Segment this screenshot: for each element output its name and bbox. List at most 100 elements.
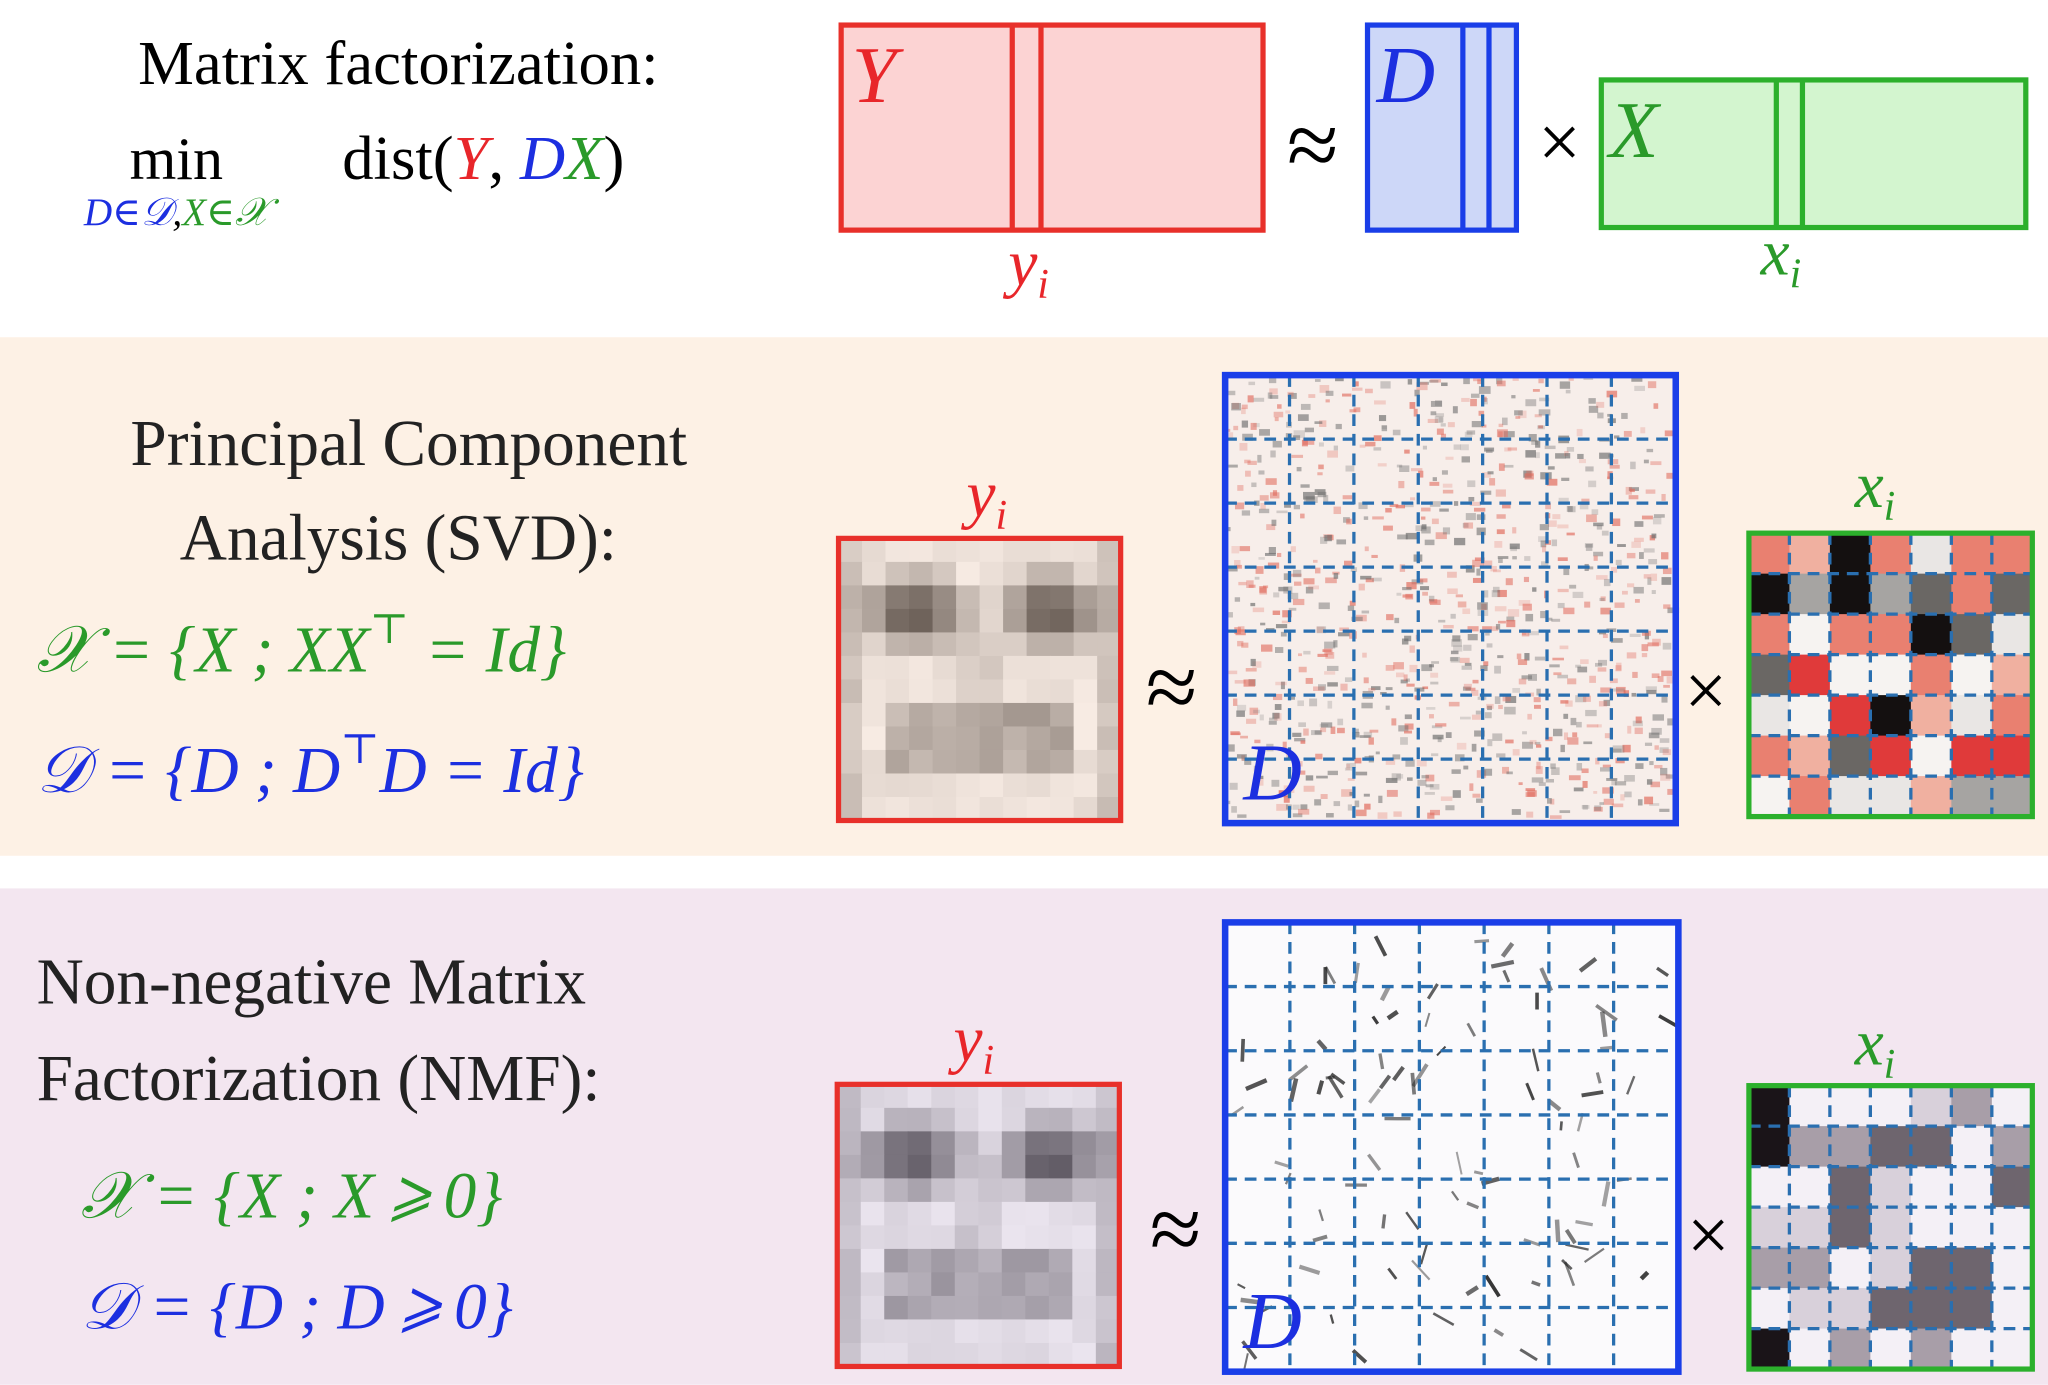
atom-speck bbox=[1456, 742, 1467, 750]
atom-speck bbox=[1257, 454, 1262, 463]
atom-speck bbox=[1649, 761, 1654, 766]
atom-speck bbox=[1566, 447, 1575, 452]
atom-speck bbox=[1657, 676, 1664, 682]
atom-speck bbox=[1292, 732, 1302, 737]
code-cell bbox=[1910, 1247, 1952, 1289]
atom-speck bbox=[1317, 653, 1328, 657]
face-pixel bbox=[931, 1107, 956, 1133]
atom-speck bbox=[1266, 524, 1276, 531]
face-pixel bbox=[1026, 773, 1051, 798]
atom-speck bbox=[1477, 602, 1488, 610]
atom-speck bbox=[1646, 689, 1657, 695]
code-cell bbox=[1789, 776, 1831, 818]
atom-speck bbox=[1586, 724, 1599, 728]
atom-speck bbox=[1644, 796, 1654, 805]
atom-speck bbox=[1616, 662, 1622, 671]
atom-speck bbox=[1410, 497, 1416, 501]
atom-speck bbox=[1238, 581, 1247, 586]
atom-speck bbox=[1546, 798, 1552, 804]
atom-stroke bbox=[1466, 1022, 1477, 1037]
atom-speck bbox=[1398, 480, 1405, 489]
atom-speck bbox=[1401, 638, 1409, 645]
atom-speck bbox=[1641, 515, 1653, 520]
atom-speck bbox=[1325, 652, 1335, 659]
face-pixel bbox=[838, 702, 863, 728]
atom-speck bbox=[1496, 753, 1506, 758]
atom-speck bbox=[1335, 423, 1342, 430]
sub-comma: , bbox=[172, 191, 182, 234]
face-pixel bbox=[860, 1084, 885, 1109]
atom-speck bbox=[1498, 463, 1505, 471]
face-pixel bbox=[1073, 726, 1098, 751]
atom-speck bbox=[1464, 662, 1472, 666]
atom-speck bbox=[1246, 580, 1254, 589]
sup: ⊤ bbox=[340, 727, 379, 773]
face-pixel bbox=[862, 702, 887, 728]
face-pixel bbox=[931, 1201, 956, 1227]
atom-speck bbox=[1486, 703, 1494, 709]
atom-speck bbox=[1496, 529, 1505, 535]
atom-speck bbox=[1268, 721, 1277, 725]
face-pixel bbox=[907, 1154, 932, 1180]
atom-speck bbox=[1372, 516, 1384, 520]
face-pixel bbox=[860, 1154, 885, 1180]
atom-speck bbox=[1518, 782, 1523, 786]
atom-speck bbox=[1536, 688, 1541, 696]
face-pixel bbox=[931, 1342, 956, 1368]
face-pixel bbox=[1097, 608, 1122, 634]
atom-speck bbox=[1438, 619, 1446, 623]
atom-speck bbox=[1368, 687, 1376, 692]
atom-speck bbox=[1359, 735, 1371, 738]
face-pixel bbox=[1025, 1295, 1050, 1321]
atom-speck bbox=[1361, 702, 1373, 709]
atom-speck bbox=[1252, 607, 1265, 613]
atom-speck bbox=[1369, 729, 1379, 733]
face-pixel bbox=[954, 1248, 979, 1274]
atom-speck bbox=[1269, 717, 1278, 721]
atom-speck bbox=[1665, 774, 1678, 779]
face-pixel bbox=[1073, 585, 1098, 610]
atom-speck bbox=[1599, 597, 1605, 602]
atom-speck bbox=[1486, 643, 1493, 648]
atom-speck bbox=[1483, 398, 1488, 405]
part: = Id} bbox=[409, 615, 566, 687]
atom-speck bbox=[1383, 525, 1393, 531]
atom-speck bbox=[1228, 612, 1233, 618]
face-pixel bbox=[1026, 796, 1051, 822]
atom-speck bbox=[1365, 388, 1373, 394]
code-cell bbox=[1870, 654, 1912, 696]
atom-speck bbox=[1581, 768, 1589, 774]
label-yi: yi bbox=[947, 1004, 994, 1084]
atom-speck bbox=[1287, 592, 1299, 600]
atom-speck bbox=[1237, 640, 1244, 647]
atom-speck bbox=[1463, 765, 1469, 770]
face-pixel bbox=[884, 1225, 909, 1250]
atom-speck bbox=[1451, 639, 1462, 647]
atom-speck bbox=[1440, 796, 1453, 801]
atom-speck bbox=[1264, 552, 1276, 556]
label-x: X bbox=[1606, 85, 1662, 175]
atom-speck bbox=[1228, 432, 1234, 440]
atom-speck bbox=[1643, 548, 1655, 553]
atom-speck bbox=[1410, 468, 1423, 472]
face-pixel bbox=[1025, 1201, 1050, 1227]
atom-speck bbox=[1575, 664, 1582, 668]
atom-speck bbox=[1643, 459, 1649, 464]
atom-speck bbox=[1536, 744, 1542, 748]
face-pixel bbox=[1048, 1319, 1073, 1344]
face-pixel bbox=[837, 1178, 862, 1203]
atom-speck bbox=[1483, 661, 1489, 666]
face-pixel bbox=[885, 655, 910, 681]
atom-speck bbox=[1380, 692, 1387, 695]
atom-speck bbox=[1342, 393, 1352, 397]
face-pixel bbox=[1073, 632, 1098, 657]
code-cell bbox=[1748, 533, 1791, 575]
face-pixel bbox=[979, 585, 1004, 610]
atom-speck bbox=[1525, 613, 1534, 622]
atom-speck bbox=[1322, 649, 1332, 653]
times: × bbox=[1538, 100, 1581, 184]
atom-speck bbox=[1337, 727, 1345, 734]
atom-speck bbox=[1559, 645, 1569, 650]
atom-speck bbox=[1646, 448, 1654, 453]
atom-speck bbox=[1405, 759, 1415, 767]
